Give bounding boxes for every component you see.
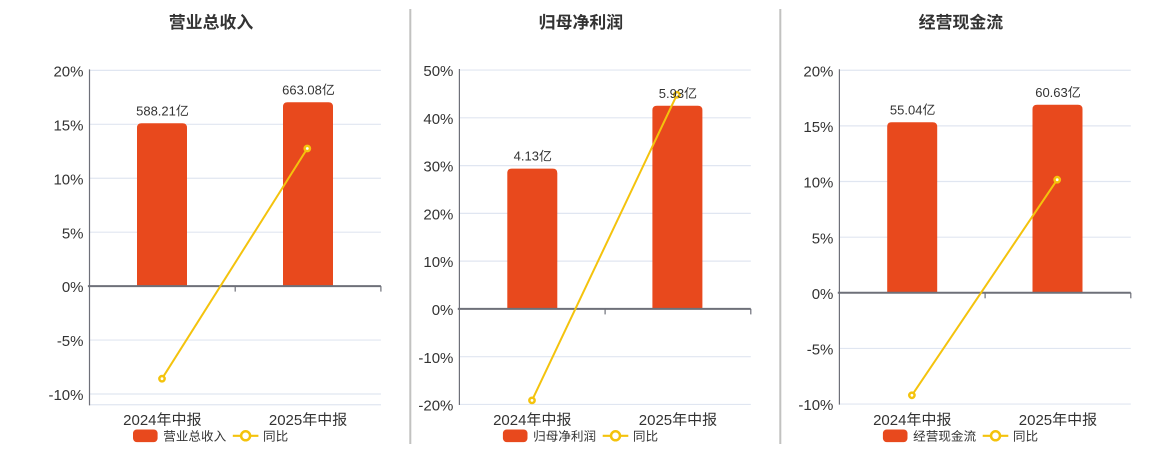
svg-text:2024: 2024: [493, 412, 526, 429]
svg-text:2025: 2025: [1019, 412, 1052, 429]
svg-text:20%: 20%: [53, 63, 83, 80]
svg-text:-10%: -10%: [418, 350, 453, 367]
svg-text:40%: 40%: [423, 111, 453, 128]
svg-text:663.08: 663.08: [282, 82, 322, 97]
svg-text:0%: 0%: [812, 286, 834, 303]
svg-text:2025: 2025: [269, 412, 302, 429]
svg-text:-5%: -5%: [57, 333, 84, 350]
svg-text:20%: 20%: [803, 63, 833, 80]
svg-text:50%: 50%: [423, 63, 453, 80]
svg-text:2024: 2024: [873, 412, 906, 429]
svg-text:2024: 2024: [123, 412, 156, 429]
svg-text:0%: 0%: [62, 279, 84, 296]
svg-text:5.93: 5.93: [659, 86, 684, 101]
svg-text:-5%: -5%: [807, 342, 834, 359]
svg-text:588.21: 588.21: [136, 103, 176, 118]
svg-text:10%: 10%: [53, 171, 83, 188]
svg-text:20%: 20%: [423, 206, 453, 223]
svg-text:15%: 15%: [803, 119, 833, 136]
svg-text:-20%: -20%: [418, 398, 453, 415]
svg-text:10%: 10%: [423, 254, 453, 271]
svg-text:-10%: -10%: [48, 387, 83, 404]
svg-text:60.63: 60.63: [1035, 85, 1068, 100]
svg-text:30%: 30%: [423, 159, 453, 176]
svg-text:2025: 2025: [639, 412, 672, 429]
svg-text:0%: 0%: [432, 302, 454, 319]
svg-text:15%: 15%: [53, 117, 83, 134]
svg-text:-10%: -10%: [798, 397, 833, 414]
svg-text:5%: 5%: [812, 230, 834, 247]
svg-text:10%: 10%: [803, 175, 833, 192]
svg-text:55.04: 55.04: [890, 102, 923, 117]
svg-text:5%: 5%: [62, 225, 84, 242]
svg-text:4.13: 4.13: [514, 149, 539, 164]
